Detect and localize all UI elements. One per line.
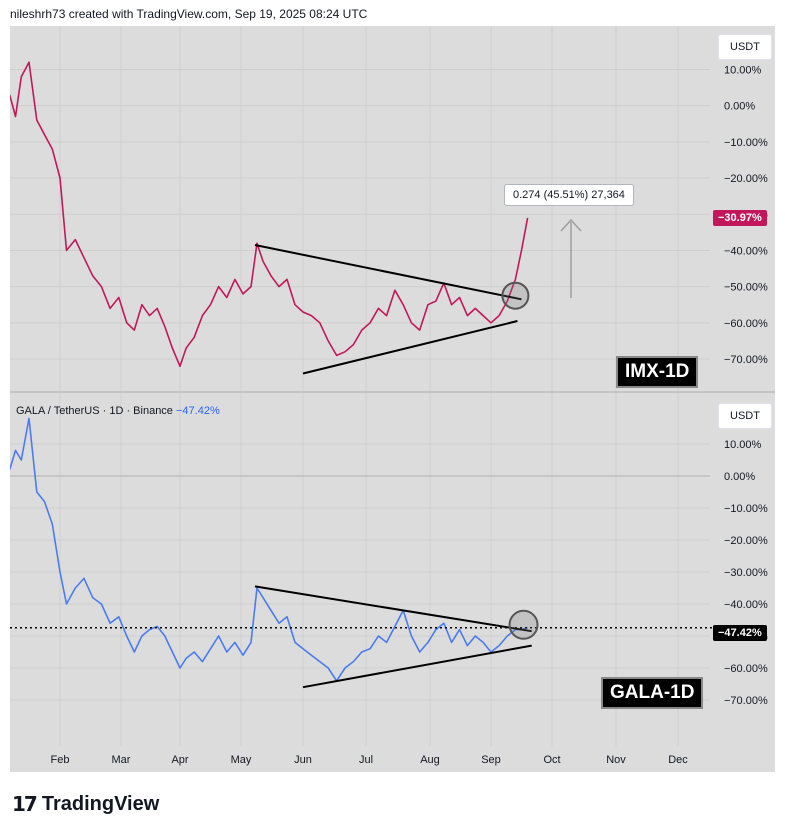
x-tick-label: Jul [359, 754, 373, 766]
top-y-tick-label: −40.00% [724, 245, 768, 257]
x-tick-label: Apr [171, 754, 188, 766]
chart-frame[interactable]: 10.00% 0.00% −10.00% −20.00% −30.00% −40.00% −… [10, 26, 775, 772]
top-y-tick-label: 0.00% [724, 101, 755, 113]
top-trendline [254, 244, 522, 301]
symbol-label: GALA / TetherUS · 1D · Binance [16, 405, 173, 417]
bottom-y-tick-label: −60.00% [724, 663, 768, 675]
x-tick-label: Sep [481, 754, 501, 766]
bottom-y-tick-label: 0.00% [724, 471, 755, 483]
bottom-last-value-tag: −47.42% [713, 625, 767, 641]
top-breakout-circle [501, 281, 530, 310]
top-y-tick-label: 10.00% [724, 64, 762, 76]
bottom-trendline [302, 644, 532, 689]
top-y-tick-label: −70.00% [724, 354, 768, 366]
bottom-symbol-legend[interactable]: GALA / TetherUS · 1D · Binance −47.42% [16, 405, 220, 417]
bottom-breakout-circle [508, 609, 539, 640]
x-tick-label: Jun [294, 754, 312, 766]
x-tick-label: Feb [51, 754, 70, 766]
tradingview-wordmark: TradingView [41, 792, 160, 815]
bottom-series-line [10, 417, 528, 682]
tradingview-logo[interactable]: 17 TradingView [12, 792, 159, 816]
bottom-y-tick-label: −20.00% [724, 535, 768, 547]
x-tick-label: May [231, 754, 252, 766]
bottom-y-tick-label: −40.00% [724, 599, 768, 611]
gala-tag: GALA-1D [601, 677, 704, 709]
top-y-tick-label: −50.00% [724, 282, 768, 294]
bottom-y-tick-label: −30.00% [724, 567, 768, 579]
top-unit-badge[interactable]: USDT [718, 34, 772, 60]
x-tick-label: Nov [606, 754, 626, 766]
x-tick-label: Mar [112, 754, 131, 766]
bottom-unit-badge[interactable]: USDT [718, 403, 772, 429]
top-y-tick-label: −10.00% [724, 137, 768, 149]
chart-attribution: nileshrh73 created with TradingView.com,… [10, 7, 368, 21]
top-y-tick-label: −60.00% [724, 318, 768, 330]
x-tick-label: Dec [668, 754, 688, 766]
imx-tag: IMX-1D [616, 356, 699, 388]
top-last-value-tag: −30.97% [713, 210, 767, 226]
projection-arrow-head [560, 218, 582, 232]
bottom-y-tick-label: −10.00% [724, 503, 768, 515]
tradingview-logo-icon: 17 [12, 792, 38, 816]
top-y-tick-label: −20.00% [724, 173, 768, 185]
symbol-change: −47.42% [176, 405, 220, 417]
x-tick-label: Oct [543, 754, 560, 766]
bottom-y-tick-label: 10.00% [724, 439, 762, 451]
chart-canvas[interactable]: 10.00% 0.00% −10.00% −20.00% −30.00% −40.00% −… [10, 26, 775, 772]
x-tick-label: Aug [420, 754, 440, 766]
top-trendline [302, 320, 518, 375]
bottom-trendline [254, 585, 532, 633]
price-range-measure-label: 0.274 (45.51%) 27,364 [504, 184, 634, 206]
bottom-y-tick-label: −70.00% [724, 695, 768, 707]
